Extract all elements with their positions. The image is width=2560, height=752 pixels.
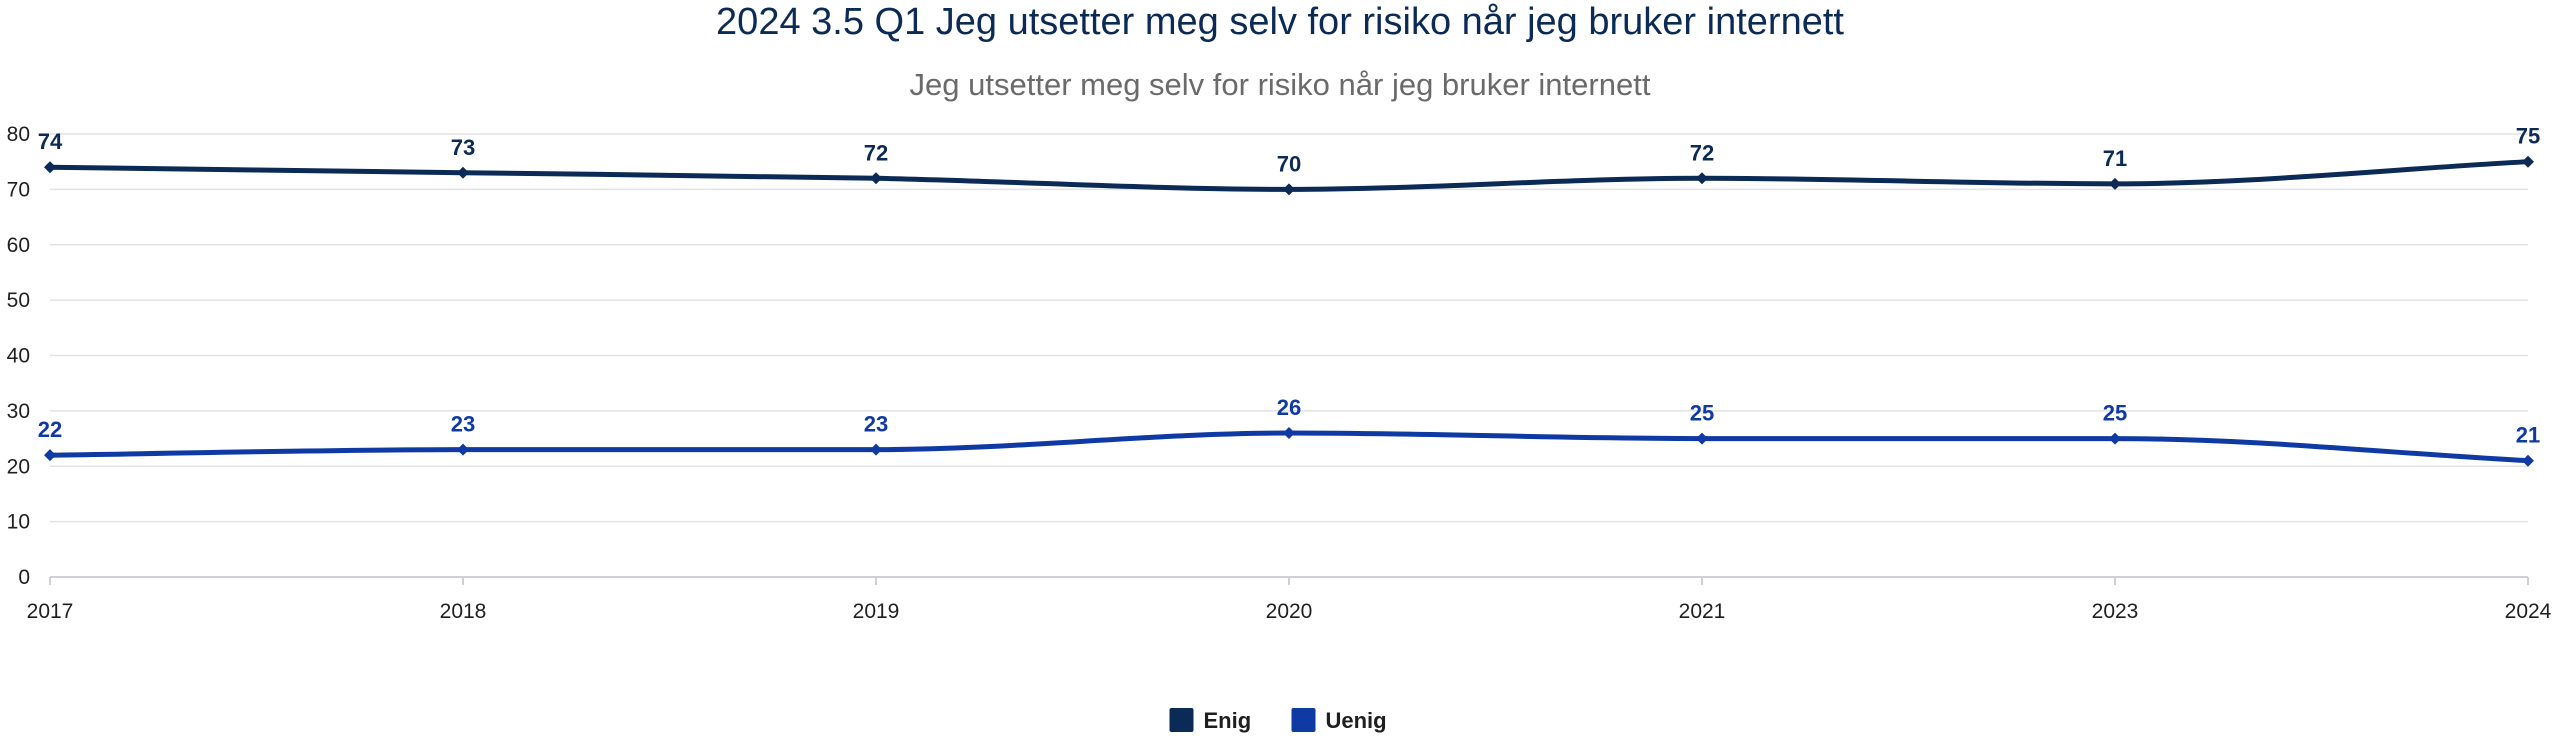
data-point-enig [2109, 177, 2121, 190]
y-tick-label: 20 [7, 455, 30, 478]
data-label-layer: 74 73 72 70 72 71 75 22 23 23 26 25 25 21 [38, 124, 2540, 448]
legend-swatch-enig [1169, 708, 1194, 732]
data-point-uenig [2109, 432, 2121, 445]
data-label-enig: 72 [1690, 140, 1714, 165]
x-tick-label: 2020 [1266, 600, 1313, 623]
x-tick-label: 2024 [2505, 600, 2552, 623]
y-tick-label: 80 [7, 123, 30, 146]
grid-layer [50, 133, 2528, 523]
y-tick-label: 50 [7, 289, 30, 312]
data-label-uenig: 25 [1690, 401, 1714, 426]
data-label-enig: 73 [451, 135, 475, 160]
data-point-enig [870, 172, 882, 185]
x-tick-label: 2021 [1679, 600, 1726, 623]
data-point-uenig [1696, 432, 1708, 445]
data-label-enig: 70 [1277, 151, 1301, 176]
legend-label-uenig: Uenig [1326, 708, 1387, 733]
data-label-uenig: 25 [2103, 401, 2127, 426]
data-point-enig [1283, 183, 1295, 196]
data-point-enig [1696, 172, 1708, 185]
y-tick-label: 0 [18, 566, 30, 589]
data-label-uenig: 21 [2516, 423, 2540, 448]
data-label-enig: 74 [38, 129, 63, 154]
axis-layer: 0 10 20 30 40 50 60 70 80 2017 2018 2019 2020 2021 202… [7, 123, 2552, 623]
legend-swatch-uenig [1291, 708, 1316, 732]
data-label-enig: 75 [2516, 124, 2540, 149]
data-point-uenig [44, 449, 56, 462]
y-tick-label: 30 [7, 400, 30, 423]
data-label-uenig: 26 [1277, 395, 1301, 420]
x-tick-label: 2023 [2092, 600, 2139, 623]
series-layer [44, 155, 2534, 467]
data-point-uenig [457, 443, 469, 456]
data-point-uenig [1283, 427, 1295, 440]
y-tick-label: 60 [7, 234, 30, 257]
data-point-enig [2522, 155, 2534, 168]
data-point-enig [44, 161, 56, 174]
data-point-enig [457, 166, 469, 179]
data-label-uenig: 23 [451, 412, 475, 437]
data-label-enig: 72 [864, 140, 888, 165]
data-label-uenig: 23 [864, 412, 888, 437]
x-tick-label: 2017 [27, 600, 74, 623]
x-tick-label: 2018 [440, 600, 487, 623]
chart-title: 2024 3.5 Q1 Jeg utsetter meg selv for ri… [716, 1, 1844, 43]
legend: Enig Uenig [1169, 708, 1387, 733]
data-label-uenig: 22 [38, 417, 62, 442]
legend-label-enig: Enig [1204, 708, 1252, 733]
x-tick-label: 2019 [853, 600, 900, 623]
y-tick-label: 10 [7, 511, 30, 534]
y-tick-label: 70 [7, 178, 30, 201]
data-point-uenig [2522, 454, 2534, 467]
data-point-uenig [870, 443, 882, 456]
data-label-enig: 71 [2103, 146, 2127, 171]
y-tick-label: 40 [7, 345, 30, 368]
chart-subtitle: Jeg utsetter meg selv for risiko når jeg… [910, 67, 1651, 102]
